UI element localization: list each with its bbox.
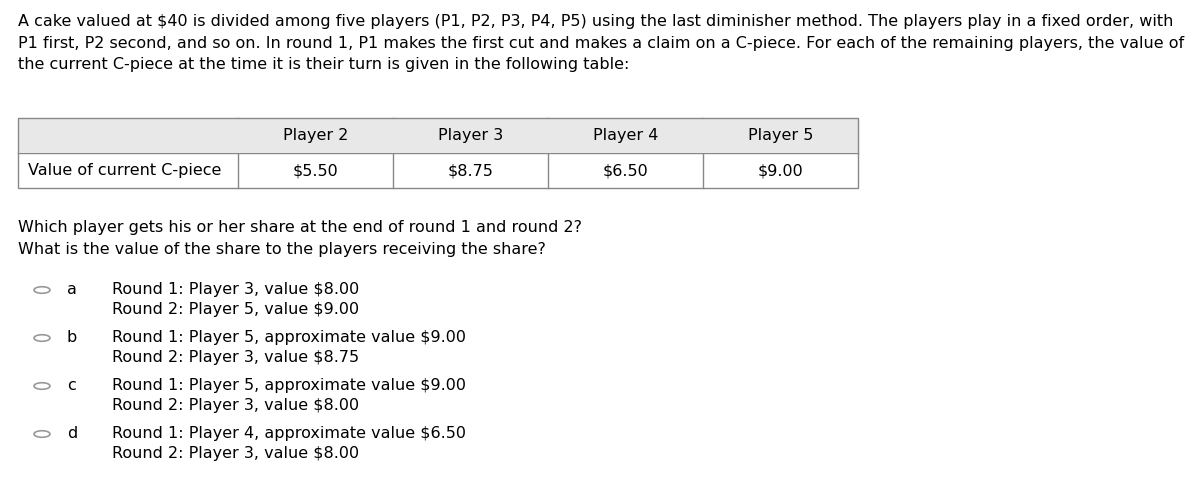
- Text: c: c: [67, 378, 77, 393]
- Text: Round 1: Player 4, approximate value $6.50: Round 1: Player 4, approximate value $6.…: [112, 426, 466, 441]
- Text: Player 4: Player 4: [593, 128, 658, 143]
- Text: Player 2: Player 2: [283, 128, 348, 143]
- Text: Which player gets his or her share at the end of round 1 and round 2?
What is th: Which player gets his or her share at th…: [18, 220, 582, 257]
- Text: Round 2: Player 5, value $9.00: Round 2: Player 5, value $9.00: [112, 302, 359, 317]
- Text: a: a: [67, 283, 77, 297]
- Text: Value of current C-piece: Value of current C-piece: [28, 163, 221, 178]
- Text: Round 1: Player 5, approximate value $9.00: Round 1: Player 5, approximate value $9.…: [112, 330, 466, 345]
- Text: Round 2: Player 3, value $8.00: Round 2: Player 3, value $8.00: [112, 446, 359, 461]
- Text: Player 5: Player 5: [748, 128, 814, 143]
- Text: Round 1: Player 5, approximate value $9.00: Round 1: Player 5, approximate value $9.…: [112, 378, 466, 393]
- Text: Round 1: Player 3, value $8.00: Round 1: Player 3, value $8.00: [112, 282, 359, 297]
- Text: $6.50: $6.50: [602, 163, 648, 178]
- Text: A cake valued at $40 is divided among five players (P1, P2, P3, P4, P5) using th: A cake valued at $40 is divided among fi…: [18, 14, 1184, 72]
- Text: $5.50: $5.50: [293, 163, 338, 178]
- Text: Round 2: Player 3, value $8.00: Round 2: Player 3, value $8.00: [112, 398, 359, 413]
- Text: d: d: [67, 426, 77, 441]
- Text: Player 3: Player 3: [438, 128, 503, 143]
- Text: b: b: [67, 330, 77, 345]
- Text: Round 2: Player 3, value $8.75: Round 2: Player 3, value $8.75: [112, 350, 359, 365]
- Text: $8.75: $8.75: [448, 163, 493, 178]
- Text: $9.00: $9.00: [757, 163, 803, 178]
